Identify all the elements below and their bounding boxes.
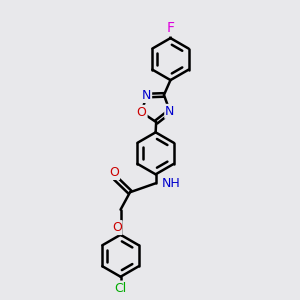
Text: O: O xyxy=(109,166,119,179)
Text: NH: NH xyxy=(162,177,181,190)
Text: O: O xyxy=(112,221,122,234)
Text: O: O xyxy=(137,106,147,119)
Text: F: F xyxy=(167,21,175,35)
Text: Cl: Cl xyxy=(114,281,127,295)
Text: N: N xyxy=(142,89,151,102)
Text: N: N xyxy=(165,105,175,118)
